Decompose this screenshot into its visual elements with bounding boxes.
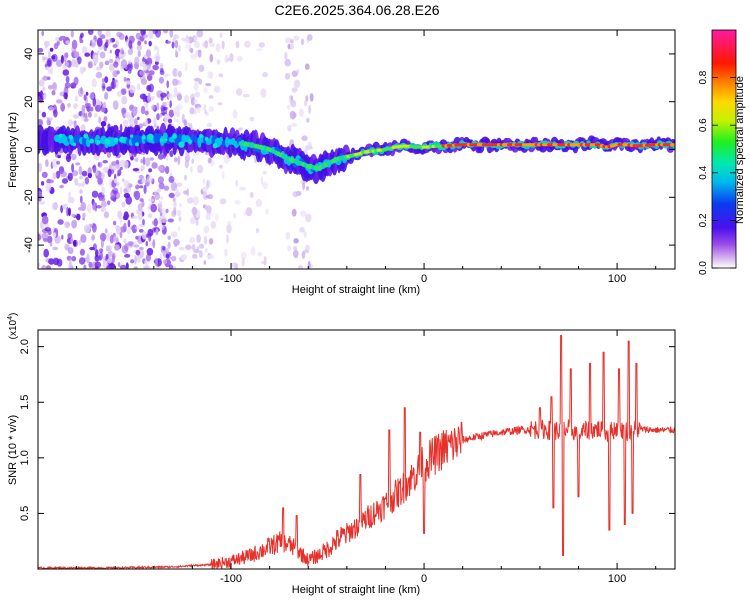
spectrogram-ridge-layer <box>38 122 675 185</box>
colorbar-tick-label: 0.4 <box>698 165 709 179</box>
snr-y-tick-label: 1.5 <box>19 395 31 410</box>
colorbar-tick-label: 0.6 <box>698 118 709 132</box>
page-title: C2E6.2025.364.06.28.E26 <box>274 2 440 18</box>
spectrogram-y-tick-label: -40 <box>23 237 35 253</box>
spectrogram-y-tick-label: 0 <box>23 146 35 152</box>
snr-scale-factor: (x104) <box>7 313 19 340</box>
colorbar-tick-label: 0.0 <box>698 261 709 275</box>
snr-panel: -100 0 100 0.5 1.0 1.5 2.0 Height of straight … <box>7 313 676 596</box>
colorbar-tick-label: 0.8 <box>698 70 709 84</box>
colorbar-ticks: 0.0 0.2 0.4 0.6 0.8 <box>698 70 736 275</box>
spectrogram-axes: -100 0 100 -40 -20 0 20 40 <box>23 30 675 285</box>
colorbar: 0.0 0.2 0.4 0.6 0.8 Normalized spectral ampl… <box>698 29 746 275</box>
spectrogram-x-tick-label: 0 <box>421 273 427 285</box>
snr-x-tick-label: -100 <box>220 573 242 585</box>
spectrogram-x-tick-label: 100 <box>608 273 626 285</box>
snr-series-line <box>38 335 675 569</box>
spectrogram-x-tick-label: -100 <box>220 273 242 285</box>
snr-y-tick-label: 1.0 <box>19 450 31 465</box>
snr-axes: -100 0 100 0.5 1.0 1.5 2.0 <box>19 330 675 585</box>
colorbar-tick-label: 0.2 <box>698 213 709 227</box>
colorbar-gradient <box>711 29 737 269</box>
spectrogram-panel: -100 0 100 -40 -20 0 20 40 Height of straight l… <box>7 29 676 296</box>
snr-frame <box>37 329 676 570</box>
spectrogram-y-tick-label: 40 <box>23 48 35 60</box>
snr-y-axis-label: SNR (10 * v/v) <box>7 415 19 485</box>
snr-y-tick-label: 0.5 <box>19 506 31 521</box>
snr-x-axis-label: Height of straight line (km) <box>292 584 420 596</box>
spectrogram-y-tick-label: 20 <box>23 96 35 108</box>
snr-x-tick-label: 0 <box>421 573 427 585</box>
spectrogram-x-axis-label: Height of straight line (km) <box>292 284 420 296</box>
snr-y-tick-label: 2.0 <box>19 339 31 354</box>
spectrogram-y-tick-label: -20 <box>23 189 35 205</box>
snr-x-tick-label: 100 <box>608 573 626 585</box>
colorbar-label: Normalized spectral amplitude <box>734 76 746 224</box>
spectrogram-y-axis-label: Frequency (Hz) <box>7 112 19 188</box>
